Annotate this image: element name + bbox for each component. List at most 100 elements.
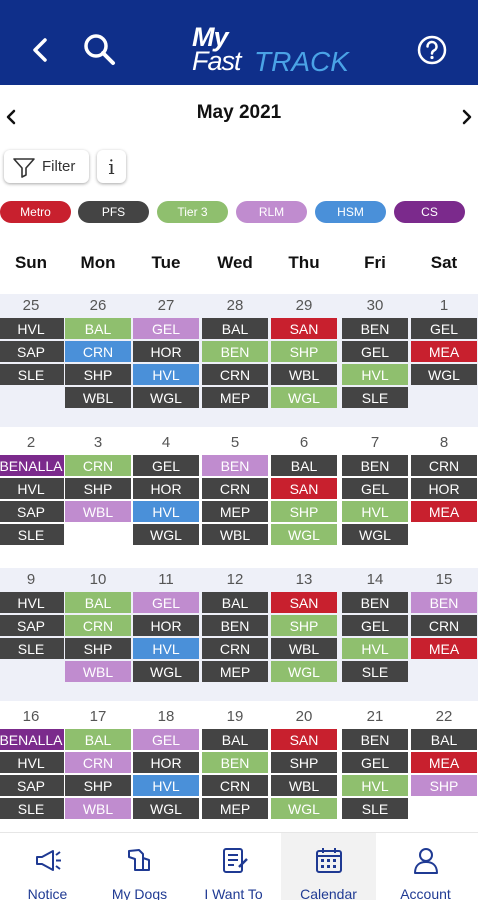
event-wbl[interactable]: WBL xyxy=(271,638,337,659)
event-sap[interactable]: SAP xyxy=(0,341,64,362)
event-crn[interactable]: CRN xyxy=(202,364,268,385)
event-bal[interactable]: BAL xyxy=(411,729,477,750)
event-san[interactable]: SAN xyxy=(271,478,337,499)
event-wgl[interactable]: WGL xyxy=(133,387,199,408)
category-chip-rlm[interactable]: RLM xyxy=(236,201,307,223)
day-number[interactable]: 13 xyxy=(295,571,313,588)
event-san[interactable]: SAN xyxy=(271,318,337,339)
nav-item-calendar[interactable]: Calendar xyxy=(281,833,376,900)
event-ben[interactable]: BEN xyxy=(202,455,268,476)
event-sle[interactable]: SLE xyxy=(0,364,64,385)
day-number[interactable]: 4 xyxy=(161,434,171,451)
event-hvl[interactable]: HVL xyxy=(133,638,199,659)
day-number[interactable]: 19 xyxy=(226,708,244,725)
event-wbl[interactable]: WBL xyxy=(202,524,268,545)
event-benalla[interactable]: BENALLA xyxy=(0,729,64,750)
nav-item-i-want-to[interactable]: I Want To xyxy=(186,833,281,900)
event-ben[interactable]: BEN xyxy=(342,592,408,613)
event-ben[interactable]: BEN xyxy=(342,455,408,476)
event-wgl[interactable]: WGL xyxy=(411,364,477,385)
category-chip-hsm[interactable]: HSM xyxy=(315,201,386,223)
event-crn[interactable]: CRN xyxy=(202,638,268,659)
event-gel[interactable]: GEL xyxy=(411,318,477,339)
event-shp[interactable]: SHP xyxy=(271,615,337,636)
event-hvl[interactable]: HVL xyxy=(133,501,199,522)
event-hvl[interactable]: HVL xyxy=(133,364,199,385)
event-hor[interactable]: HOR xyxy=(133,752,199,773)
day-number[interactable]: 30 xyxy=(366,297,384,314)
category-chip-pfs[interactable]: PFS xyxy=(78,201,149,223)
day-number[interactable]: 14 xyxy=(366,571,384,588)
event-crn[interactable]: CRN xyxy=(411,615,477,636)
day-number[interactable]: 8 xyxy=(439,434,449,451)
day-number[interactable]: 26 xyxy=(89,297,107,314)
event-hvl[interactable]: HVL xyxy=(0,478,64,499)
event-shp[interactable]: SHP xyxy=(271,752,337,773)
event-crn[interactable]: CRN xyxy=(202,478,268,499)
day-number[interactable]: 1 xyxy=(439,297,449,314)
event-shp[interactable]: SHP xyxy=(65,638,131,659)
nav-item-notice[interactable]: Notice xyxy=(0,833,95,900)
day-number[interactable]: 15 xyxy=(435,571,453,588)
event-sap[interactable]: SAP xyxy=(0,615,64,636)
day-number[interactable]: 25 xyxy=(22,297,40,314)
event-gel[interactable]: GEL xyxy=(133,455,199,476)
event-shp[interactable]: SHP xyxy=(65,478,131,499)
day-number[interactable]: 2 xyxy=(26,434,36,451)
event-gel[interactable]: GEL xyxy=(342,752,408,773)
event-sle[interactable]: SLE xyxy=(342,387,408,408)
event-hvl[interactable]: HVL xyxy=(133,775,199,796)
nav-item-my-dogs[interactable]: My Dogs xyxy=(92,833,187,900)
event-mea[interactable]: MEA xyxy=(411,341,477,362)
day-number[interactable]: 10 xyxy=(89,571,107,588)
event-ben[interactable]: BEN xyxy=(342,729,408,750)
event-ben[interactable]: BEN xyxy=(342,318,408,339)
event-bal[interactable]: BAL xyxy=(202,318,268,339)
event-wgl[interactable]: WGL xyxy=(342,524,408,545)
event-crn[interactable]: CRN xyxy=(411,455,477,476)
day-number[interactable]: 5 xyxy=(230,434,240,451)
category-chip-cs[interactable]: CS xyxy=(394,201,465,223)
event-hor[interactable]: HOR xyxy=(133,478,199,499)
event-sap[interactable]: SAP xyxy=(0,775,64,796)
filter-button[interactable]: Filter xyxy=(4,150,89,183)
day-number[interactable]: 12 xyxy=(226,571,244,588)
nav-item-account[interactable]: Account xyxy=(378,833,473,900)
event-mep[interactable]: MEP xyxy=(202,798,268,819)
day-number[interactable]: 16 xyxy=(22,708,40,725)
event-hvl[interactable]: HVL xyxy=(342,775,408,796)
day-number[interactable]: 11 xyxy=(158,571,174,588)
day-number[interactable]: 21 xyxy=(366,708,384,725)
day-number[interactable]: 27 xyxy=(157,297,175,314)
event-gel[interactable]: GEL xyxy=(342,341,408,362)
event-crn[interactable]: CRN xyxy=(65,455,131,476)
event-shp[interactable]: SHP xyxy=(271,341,337,362)
event-wgl[interactable]: WGL xyxy=(133,798,199,819)
event-sap[interactable]: SAP xyxy=(0,501,64,522)
event-wgl[interactable]: WGL xyxy=(271,387,337,408)
event-wbl[interactable]: WBL xyxy=(65,798,131,819)
event-ben[interactable]: BEN xyxy=(202,341,268,362)
search-icon[interactable] xyxy=(82,32,116,66)
event-ben[interactable]: BEN xyxy=(202,752,268,773)
event-mea[interactable]: MEA xyxy=(411,501,477,522)
event-wbl[interactable]: WBL xyxy=(65,387,131,408)
event-sle[interactable]: SLE xyxy=(342,661,408,682)
event-shp[interactable]: SHP xyxy=(271,501,337,522)
event-hvl[interactable]: HVL xyxy=(0,592,64,613)
event-gel[interactable]: GEL xyxy=(133,318,199,339)
event-wgl[interactable]: WGL xyxy=(133,661,199,682)
event-wgl[interactable]: WGL xyxy=(271,524,337,545)
event-hor[interactable]: HOR xyxy=(133,615,199,636)
event-wbl[interactable]: WBL xyxy=(65,501,131,522)
event-mep[interactable]: MEP xyxy=(202,387,268,408)
event-ben[interactable]: BEN xyxy=(202,615,268,636)
event-bal[interactable]: BAL xyxy=(271,455,337,476)
event-wbl[interactable]: WBL xyxy=(271,364,337,385)
event-shp[interactable]: SHP xyxy=(65,364,131,385)
event-hor[interactable]: HOR xyxy=(133,341,199,362)
day-number[interactable]: 18 xyxy=(157,708,175,725)
event-crn[interactable]: CRN xyxy=(202,775,268,796)
event-wbl[interactable]: WBL xyxy=(65,661,131,682)
event-hvl[interactable]: HVL xyxy=(0,318,64,339)
